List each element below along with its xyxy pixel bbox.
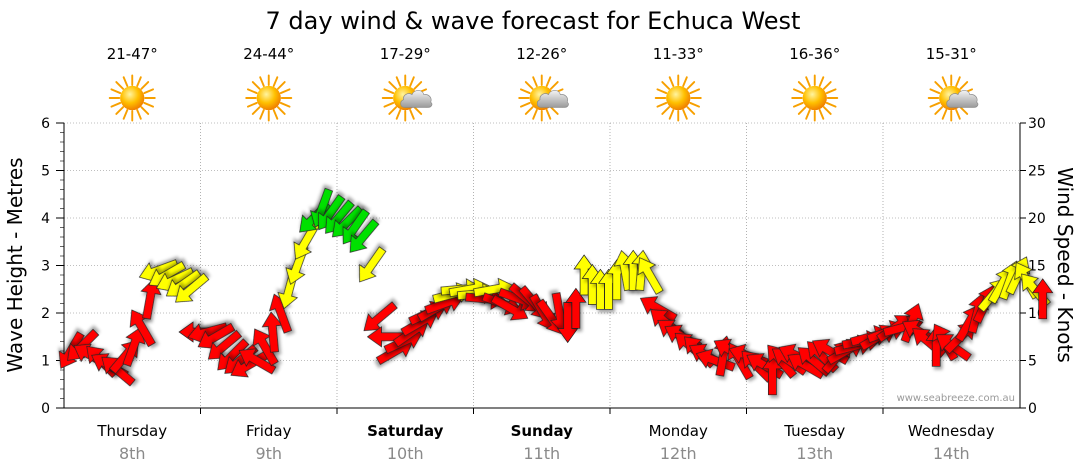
x-day-labels: Thursday 8th Friday 9th Saturday 10th Sunday 11… bbox=[96, 408, 995, 463]
wind-arrow bbox=[175, 272, 210, 303]
chart-grid bbox=[64, 122, 1020, 408]
x-day-date: 9th bbox=[255, 444, 282, 463]
sun-cloud-icon bbox=[381, 74, 433, 122]
x-day-date: 8th bbox=[119, 444, 146, 463]
wind-arrow bbox=[1032, 278, 1054, 320]
left-y-tick-label: 4 bbox=[41, 211, 50, 227]
wind-arrow bbox=[140, 278, 162, 320]
wind-arrow bbox=[639, 296, 678, 323]
sun-cloud-icon bbox=[927, 74, 979, 122]
x-day-name: Thursday bbox=[96, 422, 167, 440]
wind-arrow bbox=[761, 354, 784, 396]
x-day-name: Saturday bbox=[367, 422, 444, 440]
sun-icon bbox=[245, 74, 293, 122]
wind-arrow bbox=[565, 287, 587, 329]
sun-icon bbox=[108, 74, 156, 122]
day-temperature: 11-33° bbox=[653, 45, 704, 63]
x-day-name: Monday bbox=[649, 422, 708, 440]
x-day-name: Tuesday bbox=[783, 422, 845, 440]
credit-text: www.seabreeze.com.au bbox=[897, 393, 1015, 404]
day-temperature: 15-31° bbox=[926, 45, 977, 63]
left-y-tick-label: 3 bbox=[41, 259, 50, 275]
right-y-tick-label: 30 bbox=[1028, 116, 1046, 132]
sun-cloud-icon bbox=[518, 74, 569, 122]
wind-arrow bbox=[637, 257, 664, 295]
x-day-date: 11th bbox=[523, 444, 560, 463]
left-y-axis-title: Wave Height - Metres bbox=[3, 157, 27, 372]
left-y-tick-label: 5 bbox=[41, 164, 50, 180]
left-y-tick-labels: 0 1 2 3 4 5 6 bbox=[41, 116, 64, 417]
wind-arrow bbox=[359, 246, 387, 283]
x-day-name: Wednesday bbox=[908, 422, 995, 440]
right-y-tick-label: 5 bbox=[1028, 354, 1037, 370]
right-y-tick-label: 25 bbox=[1028, 164, 1046, 180]
right-y-tick-label: 15 bbox=[1028, 259, 1046, 275]
day-headers: 21-47° 24-44° 17-29° 12-26° 11-33° 16-36° 15-3… bbox=[107, 45, 979, 122]
day-temperature: 17-29° bbox=[380, 45, 431, 63]
wind-arrow bbox=[349, 218, 380, 253]
x-day-date: 12th bbox=[660, 444, 697, 463]
x-day-date: 14th bbox=[933, 444, 970, 463]
right-y-axis-title: Wind Speed - Knots bbox=[1053, 167, 1077, 363]
x-day-date: 13th bbox=[796, 444, 833, 463]
wind-arrows bbox=[58, 187, 1054, 396]
x-day-name: Friday bbox=[246, 422, 292, 440]
day-temperature: 16-36° bbox=[789, 45, 840, 63]
sun-icon bbox=[791, 74, 839, 122]
day-temperature: 12-26° bbox=[516, 45, 567, 63]
right-y-tick-label: 20 bbox=[1028, 211, 1046, 227]
day-temperature: 21-47° bbox=[107, 45, 158, 63]
wind-arrow bbox=[122, 326, 146, 367]
left-y-tick-label: 1 bbox=[41, 354, 50, 370]
chart-title: 7 day wind & wave forecast for Echuca We… bbox=[266, 7, 801, 35]
wind-arrow bbox=[238, 348, 277, 375]
day-temperature: 24-44° bbox=[243, 45, 294, 63]
left-y-tick-label: 6 bbox=[41, 116, 50, 132]
right-y-tick-label: 0 bbox=[1028, 401, 1037, 417]
x-day-name: Sunday bbox=[511, 422, 574, 440]
left-y-tick-label: 0 bbox=[41, 401, 50, 417]
x-day-date: 10th bbox=[387, 444, 424, 463]
left-y-tick-label: 2 bbox=[41, 306, 50, 322]
sun-icon bbox=[654, 74, 702, 122]
